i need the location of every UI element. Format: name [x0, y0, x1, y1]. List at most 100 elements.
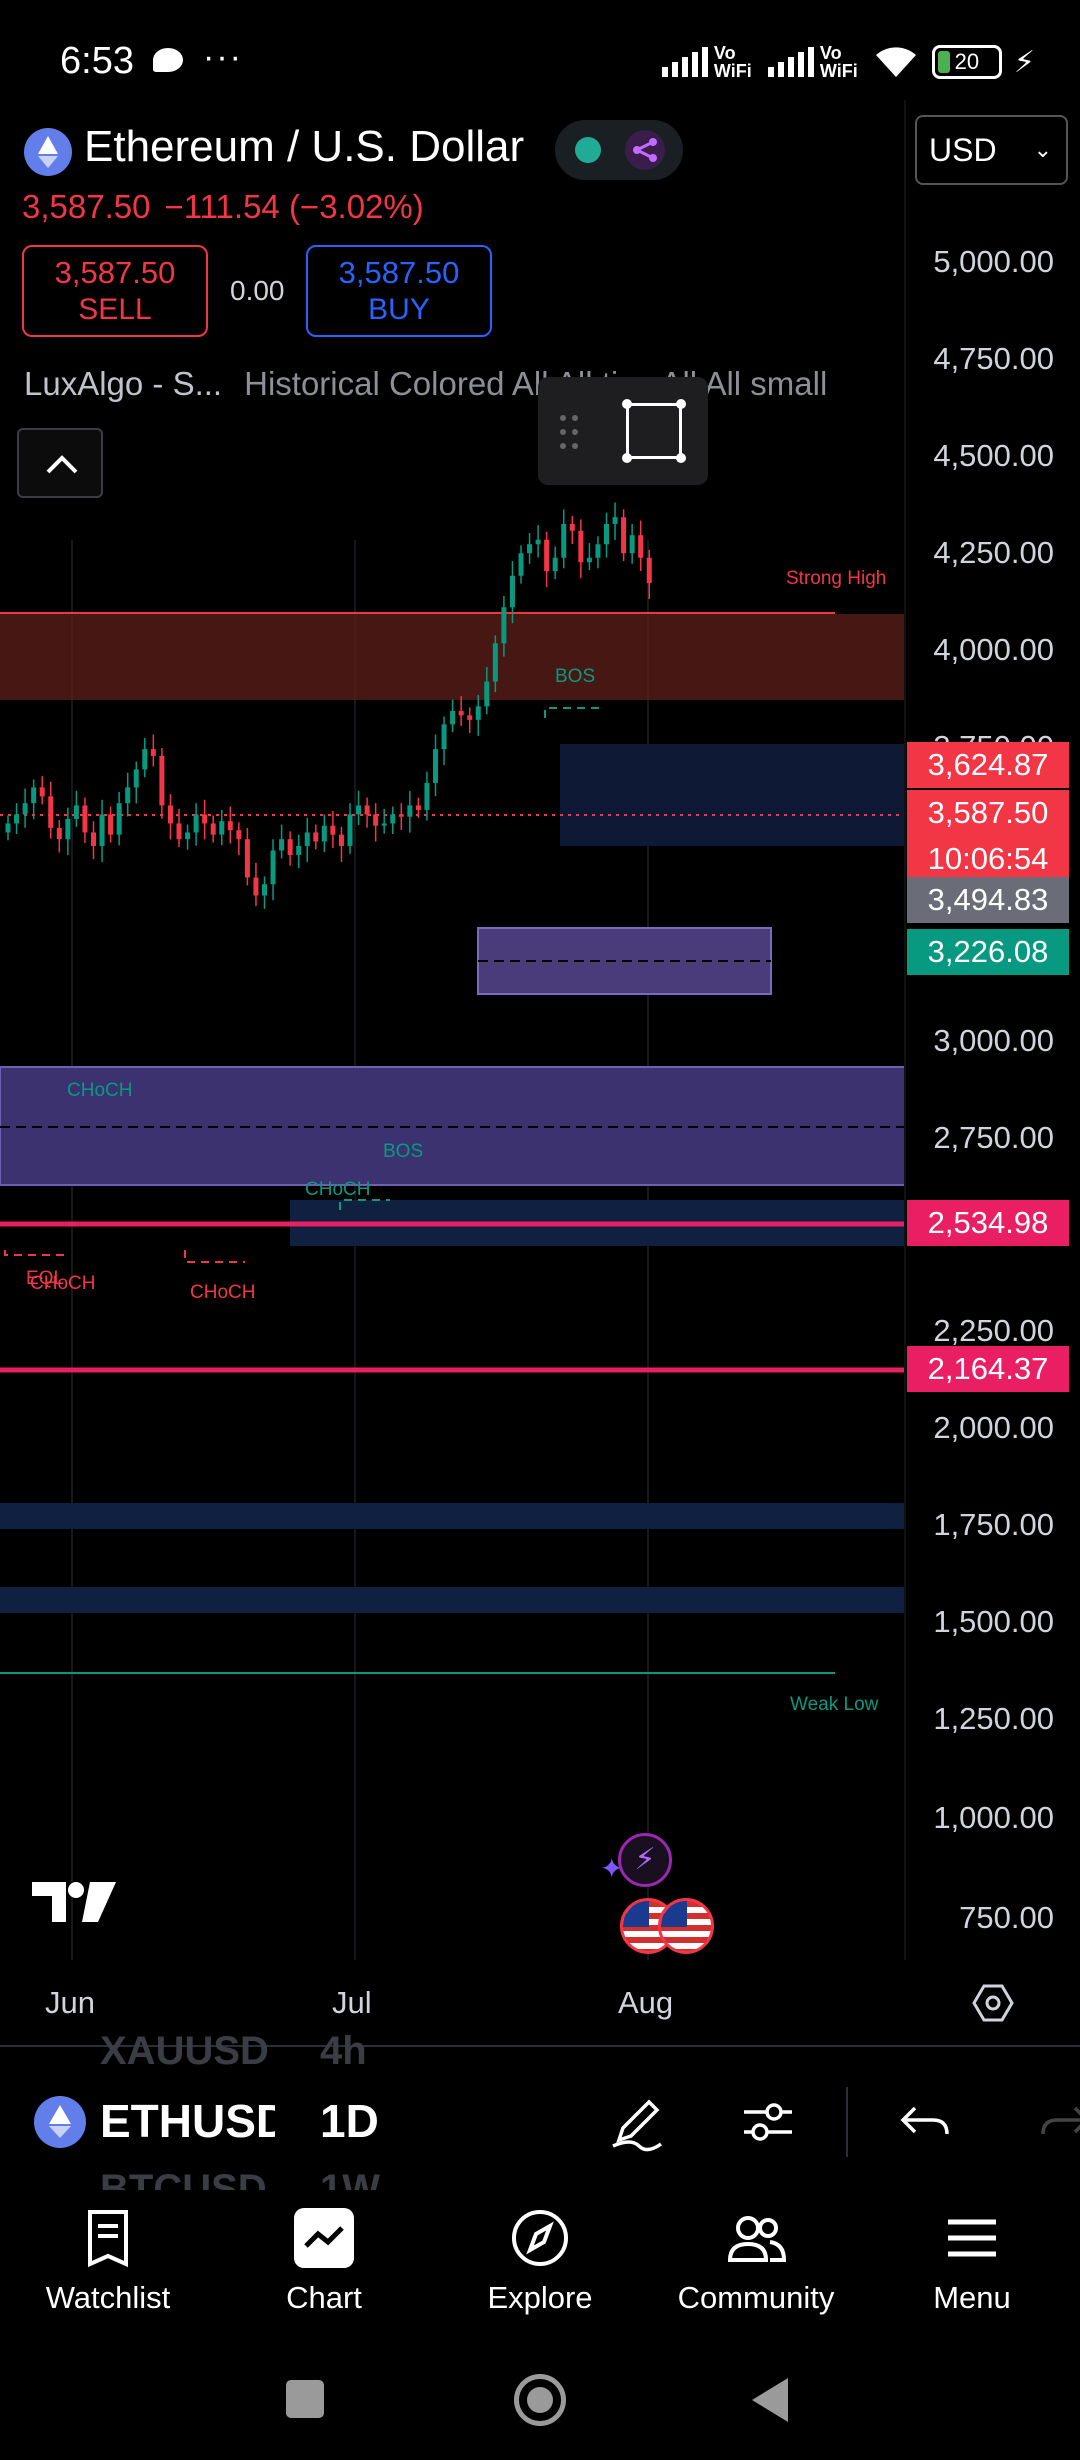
nav-menu[interactable]: Menu	[864, 2190, 1080, 2340]
drawing-toolbar[interactable]	[538, 377, 708, 485]
signal-icon	[661, 47, 708, 77]
strong-high-zone	[0, 614, 905, 700]
candle-body	[65, 818, 71, 840]
nav-label: Menu	[933, 2280, 1011, 2315]
candle-body	[253, 877, 259, 896]
candle-body	[586, 557, 592, 563]
price-axis-label: 5,000.00	[933, 244, 1054, 279]
candle-body	[578, 530, 584, 563]
choch-label: CHoCH	[67, 1080, 133, 1101]
candle-body	[270, 850, 276, 885]
undo-icon[interactable]	[895, 2092, 955, 2152]
candle-body	[475, 706, 481, 720]
candle-body	[73, 805, 79, 819]
last-price-tag-value: 3,587.50	[927, 795, 1049, 830]
share-icon[interactable]	[625, 130, 665, 170]
candle-body	[612, 517, 618, 524]
price-chart[interactable]	[0, 0, 1080, 2045]
rectangle-tool-icon[interactable]	[622, 399, 686, 463]
symbol-title[interactable]: Ethereum / U.S. Dollar	[84, 122, 525, 171]
last-price: 3,587.50	[22, 188, 151, 225]
nav-watchlist[interactable]: Watchlist	[0, 2190, 216, 2340]
price-axis-label: 4,000.00	[933, 632, 1054, 667]
candle-body	[518, 553, 524, 576]
candle-body	[193, 814, 199, 833]
candle-body	[364, 805, 370, 815]
buy-price: 3,587.50	[338, 255, 460, 290]
spread-value: 0.00	[230, 275, 285, 306]
candle-body	[321, 825, 327, 842]
demand-zone-low-1	[0, 1503, 905, 1529]
candle-body	[14, 814, 20, 824]
indicators-sliders-icon[interactable]	[738, 2092, 798, 2152]
nav-label: Chart	[286, 2280, 362, 2315]
candle-body	[561, 523, 567, 558]
candle-body	[22, 803, 28, 815]
candle-body	[492, 643, 498, 682]
back-icon[interactable]	[752, 2378, 788, 2422]
candle-body	[296, 845, 302, 855]
redo-icon[interactable]	[1035, 2092, 1080, 2152]
status-bar: 6:53 ··· Vo WiFi Vo WiFi 20 ⚡	[0, 0, 1080, 110]
drawing-pen-icon[interactable]	[607, 2092, 667, 2152]
candle-body	[116, 803, 122, 835]
chevron-down-icon: ⌄	[1033, 137, 1052, 162]
events-bolt-icon[interactable]: ⚡	[618, 1833, 672, 1887]
message-icon	[153, 48, 183, 72]
currency-select[interactable]: USD ⌄	[915, 115, 1068, 185]
recent-apps-icon[interactable]	[286, 2380, 324, 2418]
time-axis-label: Aug	[618, 1985, 674, 2020]
indicator-name[interactable]: LuxAlgo - S...	[24, 365, 223, 402]
sparkle-icon: ✦	[600, 1853, 624, 1884]
chart-settings-icon[interactable]	[972, 1982, 1014, 2024]
collapse-legend-button[interactable]	[17, 428, 103, 498]
price-axis-label: 1,500.00	[933, 1604, 1054, 1639]
candle-body	[202, 814, 208, 824]
next-interval[interactable]: 1W	[320, 2167, 380, 2192]
choch-label: CHoCH	[190, 1282, 256, 1303]
symbol-ticker[interactable]: ETHUSD	[100, 2095, 275, 2147]
candle-body	[287, 839, 293, 855]
price-axis-label: 1,000.00	[933, 1800, 1054, 1835]
candle-body	[501, 607, 507, 644]
structure-lines	[4, 707, 605, 1263]
sell-price: 3,587.50	[54, 255, 176, 290]
home-icon[interactable]	[514, 2374, 566, 2426]
candle-body	[604, 523, 609, 545]
candle-body	[390, 814, 396, 824]
time-axis-label: Jul	[332, 1985, 372, 2020]
nav-chart[interactable]: Chart	[216, 2190, 432, 2340]
buy-button[interactable]: 3,587.50 BUY	[306, 245, 492, 337]
indicator-legend[interactable]: LuxAlgo - S... Historical Colored All All…	[24, 365, 904, 403]
us-flag-event-icon[interactable]	[658, 1898, 714, 1954]
price-axis-label: 2,250.00	[933, 1313, 1054, 1348]
candle-body	[108, 814, 114, 835]
prev-symbol[interactable]: XAUUSD	[100, 2029, 269, 2067]
next-symbol[interactable]: BTCUSD	[100, 2167, 267, 2192]
candle-body	[629, 535, 635, 554]
last-price-tag: 3,587.50 10:06:54	[907, 790, 1069, 882]
candle-body	[527, 544, 533, 554]
vowifi-label-2: Vo WiFi	[819, 43, 858, 81]
nav-community[interactable]: Community	[648, 2190, 864, 2340]
market-status-pill[interactable]	[555, 120, 683, 180]
candle-body	[133, 769, 139, 788]
nav-label: Watchlist	[45, 2280, 171, 2315]
candle-body	[176, 823, 182, 840]
compass-icon	[512, 2210, 568, 2266]
bar-countdown: 10:06:54	[927, 841, 1049, 876]
candle-body	[424, 782, 430, 810]
price-axis-label: 3,000.00	[933, 1023, 1054, 1058]
wifi-icon	[875, 47, 916, 77]
candle-body	[407, 805, 413, 817]
candle-body	[279, 839, 285, 851]
candle-body	[82, 805, 88, 833]
nav-explore[interactable]: Explore	[432, 2190, 648, 2340]
price-summary: 3,587.50 −111.54 (−3.02%)	[22, 188, 424, 226]
price-axis-label: 4,250.00	[933, 535, 1054, 570]
interval-selector[interactable]: 1D	[320, 2095, 379, 2147]
drag-handle-icon[interactable]	[560, 415, 580, 451]
sell-button[interactable]: 3,587.50 SELL	[22, 245, 208, 337]
prev-interval[interactable]: 4h	[320, 2029, 367, 2067]
price-axis-label: 750.00	[959, 1900, 1054, 1935]
